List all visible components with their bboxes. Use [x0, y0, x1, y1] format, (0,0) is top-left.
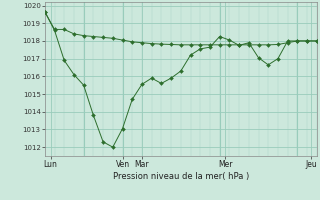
X-axis label: Pression niveau de la mer( hPa ): Pression niveau de la mer( hPa ): [113, 172, 249, 181]
